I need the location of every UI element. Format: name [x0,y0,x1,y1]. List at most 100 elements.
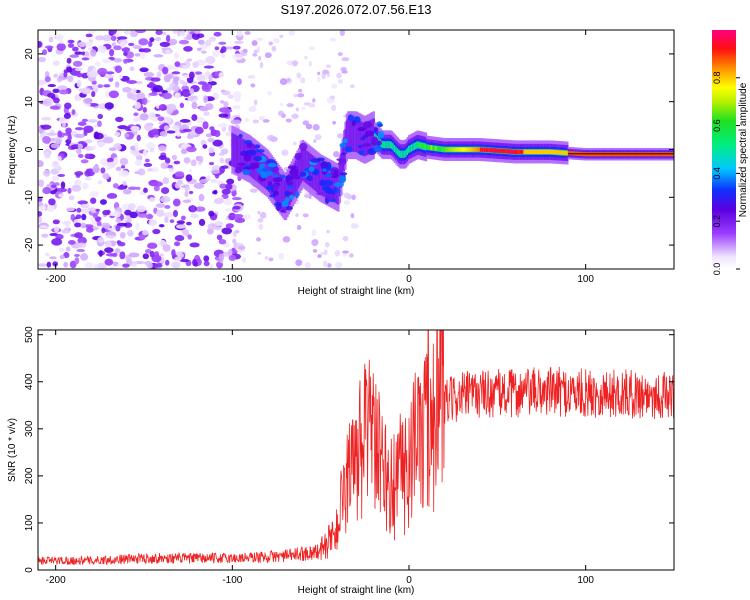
spectrogram-cell [258,116,265,121]
spectrogram-cell [134,159,143,166]
spectrogram-cell [636,152,639,157]
spectrogram-cell [139,52,146,59]
spectrogram-cell [351,194,356,200]
spectrogram-cell [228,124,233,133]
spectrogram-cell [292,141,297,146]
spectrogram-cell [557,150,559,155]
spectrogram-cell [515,149,518,155]
spectrogram-cell [113,131,121,137]
spectrogram-cell [209,36,217,42]
spectrogram-cell [67,240,76,245]
spectrogram-cell [473,147,475,152]
spectrogram-cell [302,147,305,181]
spectrogram-cell [509,149,511,154]
spectrogram-cell [256,37,264,41]
spectrogram-cell [247,75,256,79]
spectrogram-cell [322,260,328,268]
spectrogram-cell [596,152,598,157]
spectrogram-cell [219,183,227,189]
spectrogram-cell [492,148,494,153]
spectrogram-cell [395,146,398,154]
spectrogram-cell [664,152,666,157]
spectrogram-cell [614,152,616,157]
spectrogram-cell [143,72,155,78]
spectrogram-cell [232,53,244,61]
spectrogram-cell [56,43,66,51]
spectrogram-cell [114,248,121,254]
spectrogram-cell [92,165,100,174]
spectrogram-cell [68,195,75,201]
spectrogram-cell [144,248,152,254]
spectrogram-cell [250,83,256,88]
spectrogram-cell [512,149,515,154]
spectrogram-cell [626,152,628,157]
spectrogram-cell [56,187,68,193]
spectrogram-cell [443,147,446,152]
spectrogram-cell [302,213,309,218]
spectrogram-cell [233,40,244,44]
spectrogram-cell [477,147,480,152]
spectrogram-cell [152,84,163,93]
spectrogram-cell [368,120,371,155]
spectrogram-cell [166,130,176,134]
spectrogram-cell [299,152,302,186]
spectrogram-cell [498,148,501,153]
spectrogram-cell [419,143,421,148]
spectrogram-cell [122,180,127,186]
spectrogram-cell [584,152,587,157]
spectrogram-cell [285,205,293,211]
spectrogram-cell [196,75,203,81]
spectrogram-cell [74,257,80,265]
spectrogram-cell [608,152,610,157]
spectrogram-cell [491,148,493,153]
spectrogram-cell [154,251,160,259]
spectrogram-cell [459,147,462,152]
spectrogram-cell [302,120,310,126]
spectrogram-cell [113,45,122,51]
spectrogram-cell [645,152,647,157]
spectrogram-cell [59,247,65,252]
spectrogram-cell [237,162,246,167]
spectrogram-cell [103,84,111,88]
spectrogram-cell [339,142,347,148]
spectrogram-cell [528,149,531,155]
spectrogram-cell [110,35,117,42]
spectrogram-cell [218,238,227,245]
spectrogram-cell [116,36,128,40]
spectrogram-cell [80,159,89,164]
spectrogram-cell [406,147,409,155]
spectrogram-cell [323,249,328,256]
spectrogram-cell [381,140,384,148]
spectrogram-cell [228,212,237,221]
spectrogram-cell [152,263,163,268]
colorbar-tick-label: 0.8 [712,72,722,85]
spectrogram-cell [561,150,563,155]
snr-ytick-label: 500 [24,326,35,343]
spectrogram-cell [233,91,242,99]
spectrogram-cell [503,148,505,154]
spectrogram-cell [77,143,84,150]
spectrogram-cell [187,234,192,240]
spectrogram-cell [272,177,283,183]
spectrogram-cell [243,154,252,162]
spectrogram-cell [487,147,489,153]
spectrogram-cell [93,263,99,269]
spectrogram-cell [524,149,526,155]
spectrogram-cell [142,149,148,157]
spectrogram-cell [430,145,432,150]
spectrogram-cell [120,40,126,49]
spectrogram-cell [180,215,186,221]
spectrogram-cell [514,149,517,155]
spectrogram-cell [256,149,265,153]
spectrogram-cell [154,37,162,42]
spectrogram-cell [287,77,291,82]
spectrogram-cell [38,79,47,86]
spectrogram-cell [74,133,85,139]
spectrogram-cell [555,150,557,155]
spectrogram-cell [306,150,309,185]
spectrogram-cell [81,57,90,61]
spectrogram-cell [191,32,201,40]
spectrogram-cell [361,145,366,152]
spectrogram-cell [202,144,208,149]
snr-xtick-label: 0 [406,575,412,586]
